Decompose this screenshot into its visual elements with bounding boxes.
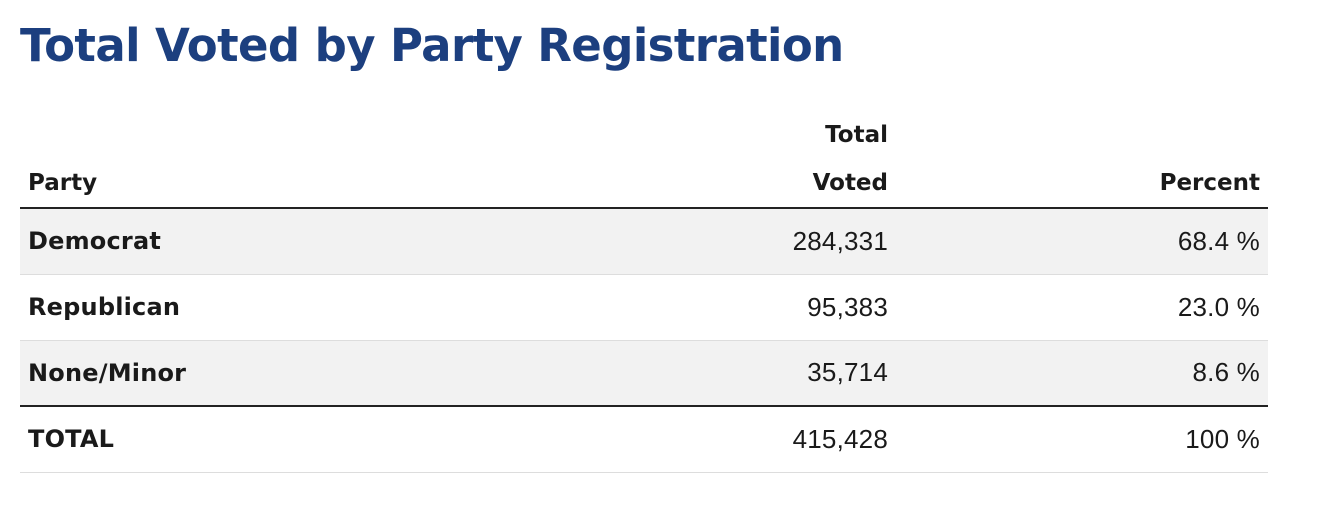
column-header-percent: Percent bbox=[896, 108, 1268, 209]
table-row: Democrat 284,331 68.4 % bbox=[20, 208, 1268, 275]
table-body: Democrat 284,331 68.4 % Republican 95,38… bbox=[20, 208, 1268, 473]
total-voted-cell: 35,714 bbox=[380, 340, 896, 407]
total-voted-cell: 284,331 bbox=[380, 208, 896, 275]
party-name-cell: Democrat bbox=[20, 208, 380, 275]
table-row: Republican 95,383 23.0 % bbox=[20, 274, 1268, 341]
party-name-cell: None/Minor bbox=[20, 340, 380, 407]
total-label-cell: TOTAL bbox=[20, 405, 380, 473]
total-row: TOTAL 415,428 100 % bbox=[20, 405, 1268, 473]
total-voted-cell: 95,383 bbox=[380, 274, 896, 341]
column-header-total-voted: Total Voted bbox=[380, 108, 896, 209]
percent-cell: 68.4 % bbox=[896, 208, 1268, 275]
total-percent-cell: 100 % bbox=[896, 405, 1268, 473]
total-voted-sum-cell: 415,428 bbox=[380, 405, 896, 473]
table-header-row: Party Total Voted Percent bbox=[20, 108, 1268, 209]
column-header-total-voted-line1: Total bbox=[825, 122, 888, 148]
table-row: None/Minor 35,714 8.6 % bbox=[20, 340, 1268, 407]
percent-cell: 8.6 % bbox=[896, 340, 1268, 407]
column-header-party: Party bbox=[20, 108, 380, 209]
page-title: Total Voted by Party Registration bbox=[20, 19, 844, 72]
party-name-cell: Republican bbox=[20, 274, 380, 341]
table-header: Party Total Voted Percent bbox=[20, 108, 1268, 209]
column-header-total-voted-line2: Voted bbox=[812, 170, 888, 196]
percent-cell: 23.0 % bbox=[896, 274, 1268, 341]
party-registration-table: Party Total Voted Percent Democrat 284,3… bbox=[20, 108, 1268, 473]
